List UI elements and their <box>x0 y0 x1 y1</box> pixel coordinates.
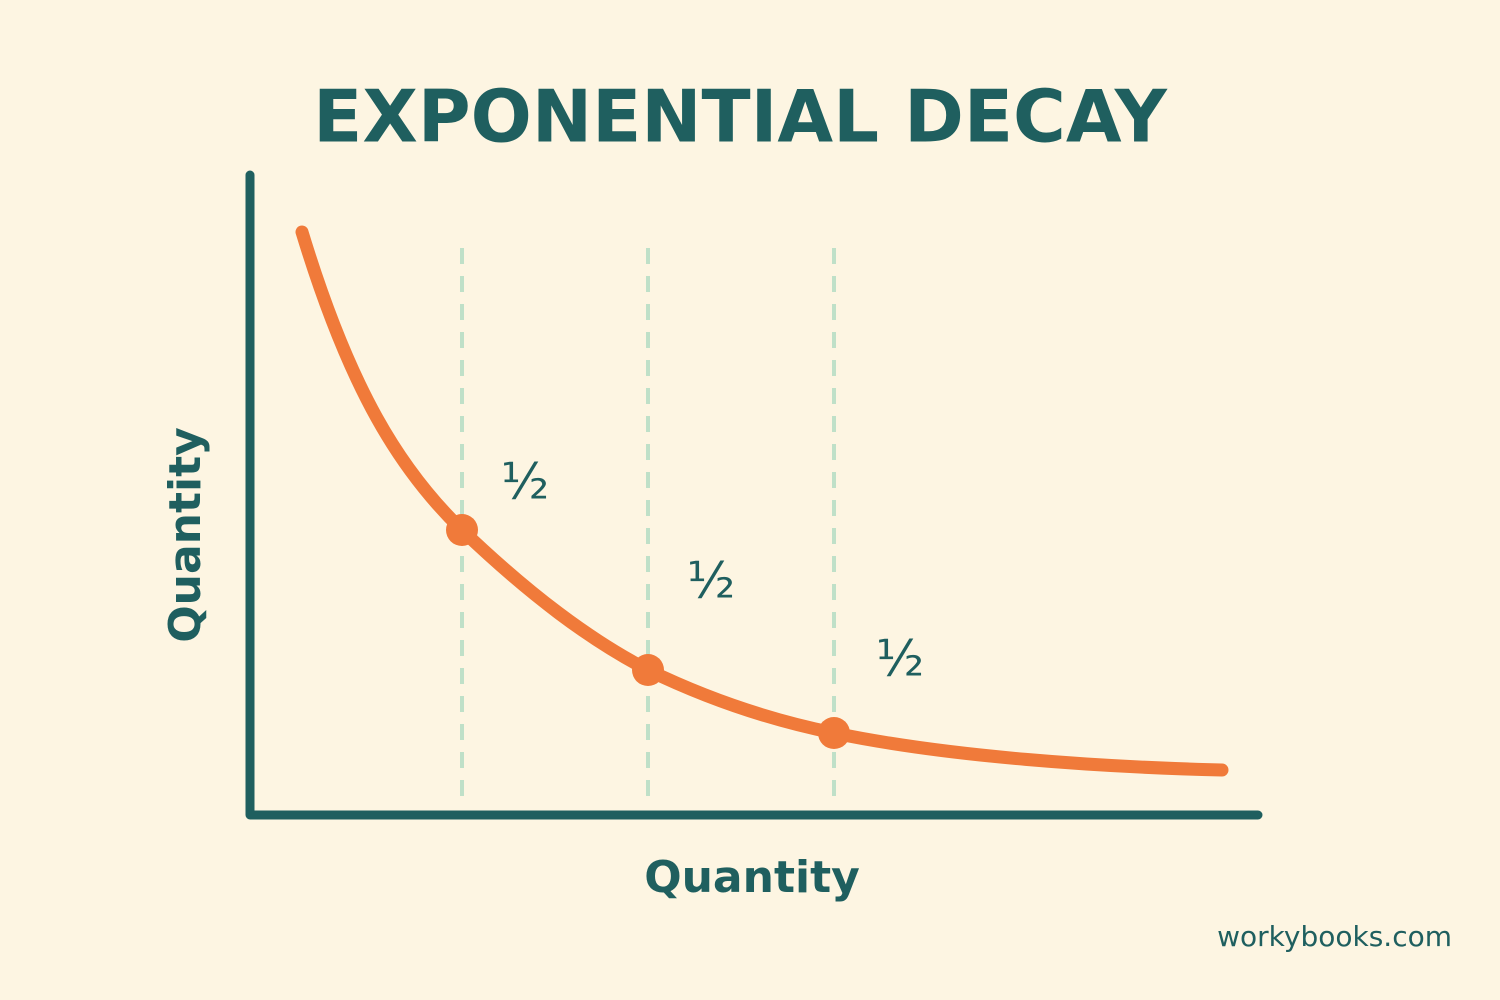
half-point <box>818 717 850 749</box>
half-label: ½ <box>501 453 549 511</box>
half-label: ½ <box>876 630 924 688</box>
y-axis-label: Quantity <box>160 427 211 643</box>
axes <box>245 170 1263 820</box>
watermark: workybooks.com <box>1217 920 1452 953</box>
x-axis-label: Quantity <box>644 852 860 903</box>
half-point <box>446 514 478 546</box>
title: EXPONENTIAL DECAY <box>313 75 1168 159</box>
half-point <box>632 654 664 686</box>
half-label: ½ <box>687 552 735 610</box>
